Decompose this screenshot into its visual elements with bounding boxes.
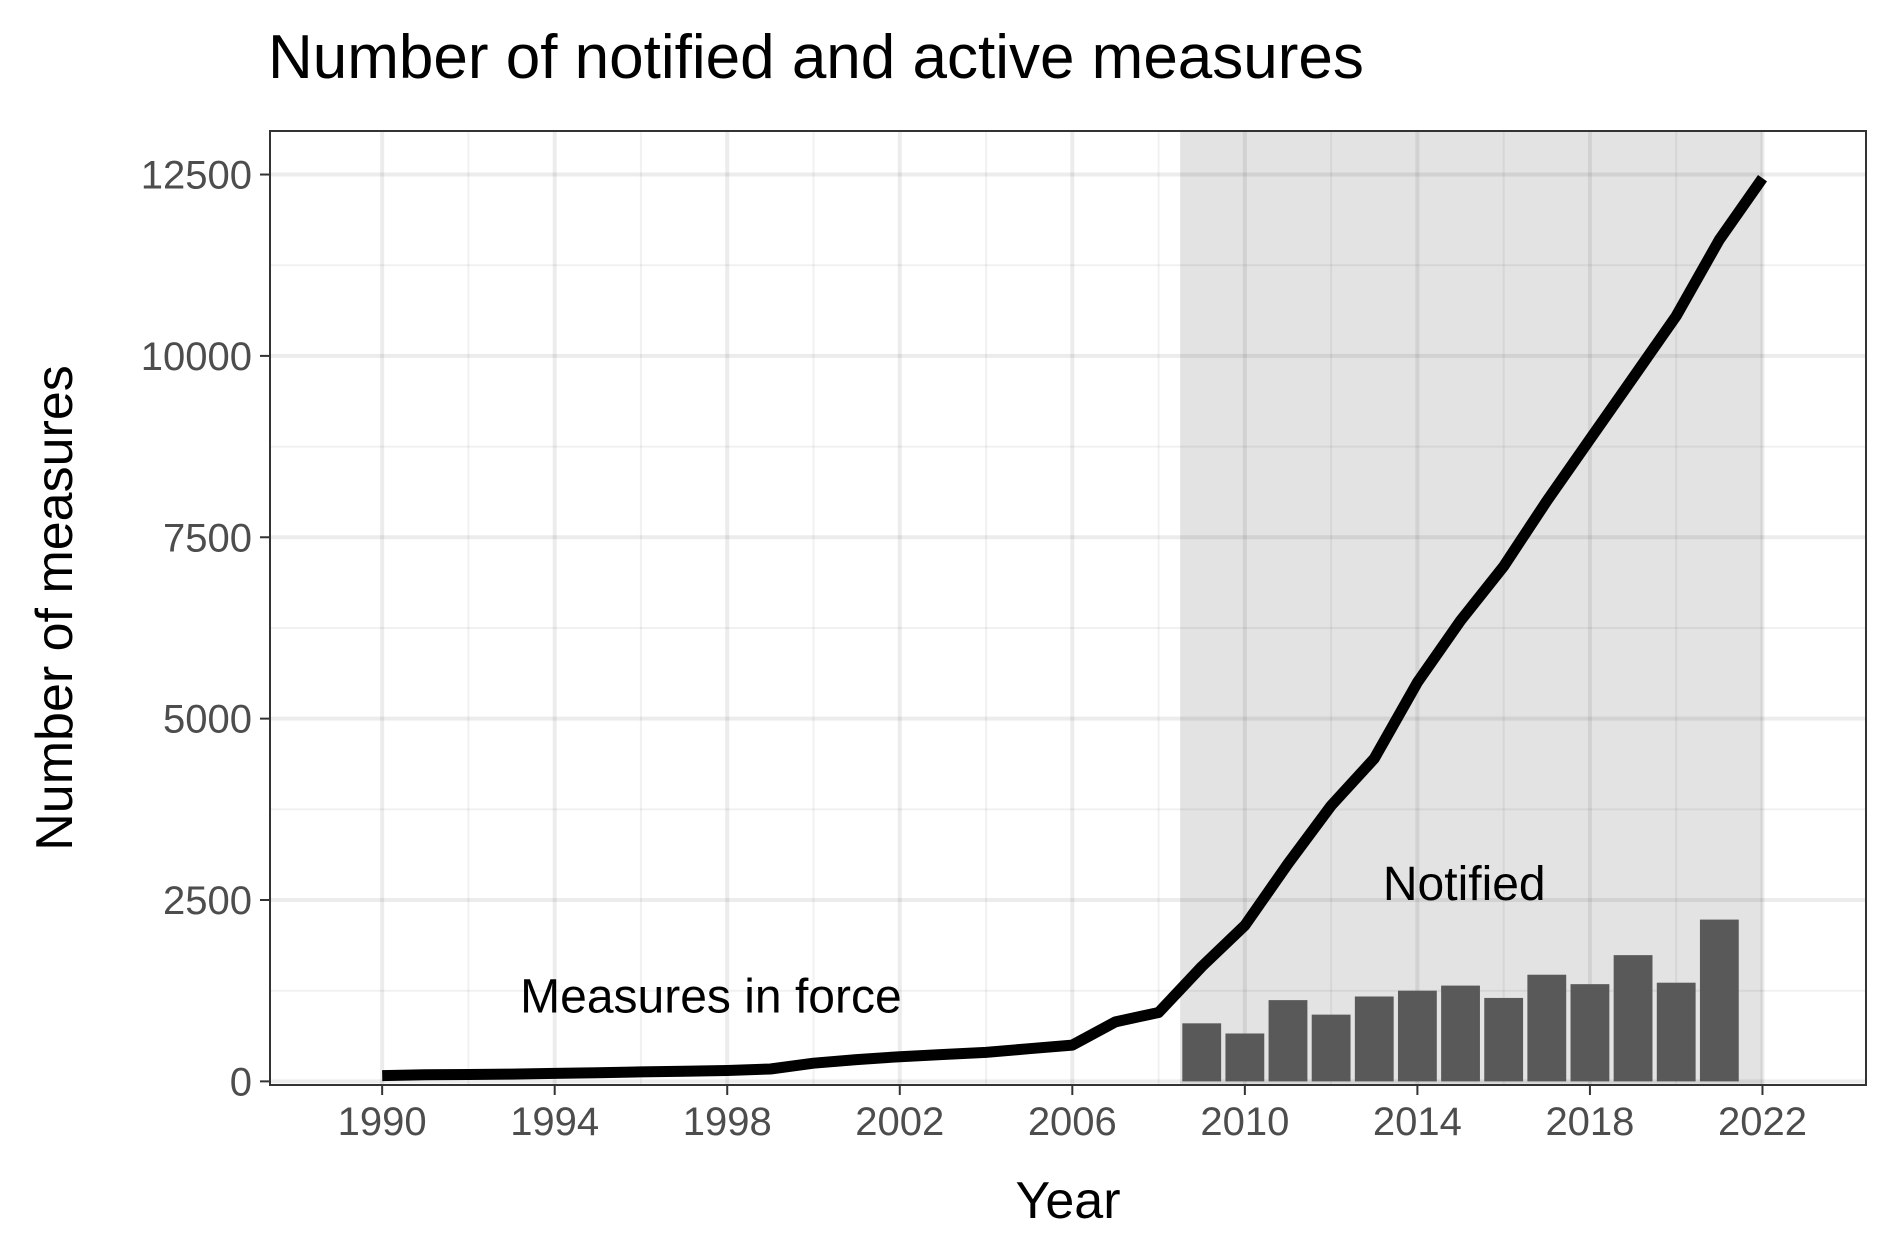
notified-bar [1699, 919, 1739, 1082]
chart-title: Number of notified and active measures [268, 23, 1364, 92]
y-tick-label: 7500 [163, 516, 252, 560]
notified-bars [1182, 919, 1739, 1082]
annotation-notified: Notified [1383, 858, 1546, 911]
measures-in-force-line [382, 175, 1768, 1082]
annotation-measures-in-force: Measures in force [520, 970, 902, 1023]
x-tick-label: 2010 [1200, 1100, 1289, 1144]
y-tick-label: 5000 [163, 698, 252, 742]
major-gridlines [270, 131, 1866, 1085]
notified-bar [1527, 974, 1567, 1082]
notified-bar [1397, 990, 1437, 1082]
y-tick-label: 10000 [141, 335, 252, 379]
notified-bar [1354, 996, 1394, 1082]
x-tick-label: 1990 [338, 1100, 427, 1144]
y-axis: 0 2500 5000 7500 10000 12500 [141, 154, 270, 1104]
x-tick-label: 2014 [1373, 1100, 1462, 1144]
y-axis-title: Number of measures [26, 365, 84, 851]
notified-bar [1656, 982, 1696, 1082]
notified-bar [1225, 1033, 1265, 1082]
notified-bar [1268, 1000, 1308, 1082]
x-tick-label: 1994 [510, 1100, 599, 1144]
notified-bar [1311, 1014, 1351, 1082]
x-tick-label: 2018 [1545, 1100, 1634, 1144]
notified-bar [1441, 985, 1480, 1082]
y-tick-label: 0 [230, 1060, 252, 1104]
notified-bar [1613, 955, 1653, 1082]
notified-bar [1570, 984, 1610, 1082]
y-tick-label: 2500 [163, 879, 252, 923]
minor-gridlines [270, 131, 1866, 1085]
x-tick-label: 2002 [855, 1100, 944, 1144]
x-tick-label: 1998 [683, 1100, 772, 1144]
x-tick-label: 2006 [1028, 1100, 1117, 1144]
notified-bar [1484, 997, 1524, 1082]
y-tick-label: 12500 [141, 154, 252, 198]
plot-border [269, 130, 1867, 1086]
x-tick-label: 2022 [1718, 1100, 1807, 1144]
x-axis: 1990 1994 1998 2002 2006 2010 2014 2018 2022 [338, 1085, 1807, 1144]
x-axis-title: Year [1015, 1172, 1120, 1230]
notified-bar [1182, 1023, 1222, 1082]
